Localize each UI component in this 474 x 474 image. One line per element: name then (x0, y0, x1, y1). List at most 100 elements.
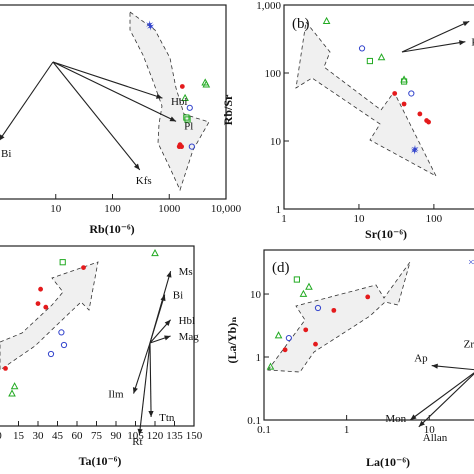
plot-frame-a (0, 4, 227, 200)
vector-head-d-1 (431, 363, 438, 369)
data-point-c-0-3 (81, 265, 86, 270)
x-axis-label-d: La(10⁻⁶) (366, 455, 410, 469)
data-point-d-4-0: × (468, 257, 474, 268)
vector-label-c-mag: Mag (179, 331, 200, 343)
vector-d-mon (409, 372, 474, 421)
vector-label-c-bi: Bi (173, 290, 183, 302)
data-point-b-1-1 (408, 90, 415, 97)
y-tick-label-d-0: 0.1 (247, 415, 261, 427)
data-point-d-1-0 (285, 334, 292, 342)
data-point-c-1-0 (58, 329, 65, 336)
data-point-c-0-2 (43, 304, 49, 310)
x-axis-label-b: Sr(10⁻⁶) (365, 227, 407, 241)
data-point-b-0-2 (417, 111, 423, 117)
vector-label-a-hbl: Hbl (171, 96, 188, 108)
x-tick-label-a-0: 10 (50, 203, 62, 215)
data-point-d-3-1 (299, 289, 308, 297)
x-tick-label-c-2: 30 (33, 430, 45, 442)
data-point-d-4-1: × (472, 257, 474, 268)
plot-frame-d (263, 249, 474, 421)
vector-label-c-hbl: Hbl (179, 315, 196, 327)
data-point-a-2-1 (184, 116, 191, 123)
vector-label-d-zr: Zr (464, 339, 474, 351)
data-point-d-2-0 (293, 276, 300, 283)
vector-c-ttn (149, 342, 152, 418)
x-tick-label-c-4: 60 (72, 430, 84, 442)
x-tick-label-c-1: 15 (13, 430, 25, 442)
vector-d-ap (431, 365, 474, 371)
data-point-d-3-2 (305, 282, 313, 290)
data-point-a-2-0 (183, 114, 190, 121)
trend-arrow-c (0, 261, 99, 371)
vector-head-d-3 (418, 420, 425, 427)
vector-a-pl (52, 61, 177, 122)
vector-head-a-1 (169, 116, 177, 122)
data-point-a-4-0: ✶ (145, 19, 154, 31)
data-point-d-3-0 (266, 362, 275, 370)
vector-c-rt (138, 342, 151, 436)
vector-head-c-6 (137, 428, 143, 435)
vector-c-bi (149, 294, 166, 344)
y-tick-label-b-0: 1 (276, 204, 282, 216)
vector-label-c-rt: Rt (132, 436, 142, 448)
vector-label-b-kfs: Kfs (471, 37, 474, 49)
x-tick-label-d-2: 10 (424, 424, 436, 436)
y-tick-label-d-1: 1 (256, 352, 262, 364)
x-tick-label-c-0: 0 (0, 430, 2, 442)
y-axis-label-d: (La/Yb)ₙ (225, 317, 239, 364)
data-point-c-2-0 (59, 259, 66, 266)
vector-b-pl (401, 20, 470, 53)
data-point-d-0-3 (331, 307, 337, 313)
y-axis-label-b: Rb/Sr (221, 94, 235, 125)
data-point-d-0-2 (313, 341, 318, 347)
x-tick-label-a-3: 10,000 (211, 203, 242, 215)
data-point-c-0-4 (3, 366, 8, 371)
data-point-b-3-0 (322, 16, 331, 24)
y-tick-label-b-1: 10 (270, 136, 282, 148)
vector-a-hbl (52, 61, 163, 99)
data-point-c-0-1 (35, 301, 41, 306)
data-point-b-3-2 (400, 75, 408, 83)
vector-a-kfs (52, 61, 141, 171)
vector-head-a-2 (133, 163, 140, 170)
data-point-d-0-4 (365, 294, 371, 300)
vector-head-c-5 (148, 410, 154, 417)
vector-head-b-1 (459, 40, 466, 46)
x-tick-label-c-9: 135 (166, 430, 183, 442)
data-point-c-3-1 (10, 382, 19, 390)
trend-arrow-b (295, 21, 437, 177)
x-tick-label-c-5: 75 (91, 430, 103, 442)
x-tick-label-c-6: 90 (111, 430, 123, 442)
vector-label-c-ilm: Ilm (108, 389, 124, 401)
data-point-c-1-2 (47, 350, 55, 358)
panel-c: Ms Bi Hbl Mag Ilm Ttn Rt 0 15 30 45 60 75 90 10512013… (0, 245, 203, 468)
x-axis-label-c: Ta(10⁻⁶) (79, 454, 122, 468)
x-tick-label-c-8: 120 (147, 430, 164, 442)
data-point-b-1-0 (358, 45, 366, 52)
x-axis-label-a: Rb(10⁻⁶) (89, 222, 134, 236)
data-point-b-0-0 (392, 91, 398, 96)
trend-arrow-d (267, 261, 411, 373)
trend-arrow-a (129, 11, 210, 192)
vector-head-a-3 (0, 134, 5, 141)
data-point-a-1-0 (186, 104, 193, 111)
data-point-a-1-1 (188, 143, 195, 150)
data-point-b-3-1 (377, 53, 386, 61)
data-point-c-3-0 (151, 248, 159, 257)
vector-label-a-kfs: Kfs (136, 175, 152, 187)
plot-frame-b (283, 4, 474, 210)
data-point-a-3-2 (202, 80, 211, 88)
vector-label-d-allan: Allan (423, 432, 448, 444)
vector-label-d-ap: Ap (414, 353, 428, 365)
vector-head-c-0 (166, 271, 172, 278)
x-tick-label-c-3: 45 (52, 430, 64, 442)
vector-label-a-pl: Pl (184, 120, 193, 132)
vector-head-c-3 (164, 335, 171, 341)
data-point-d-0-0 (282, 347, 288, 353)
data-point-c-0-0 (38, 286, 43, 292)
data-point-a-0-0 (179, 84, 185, 89)
